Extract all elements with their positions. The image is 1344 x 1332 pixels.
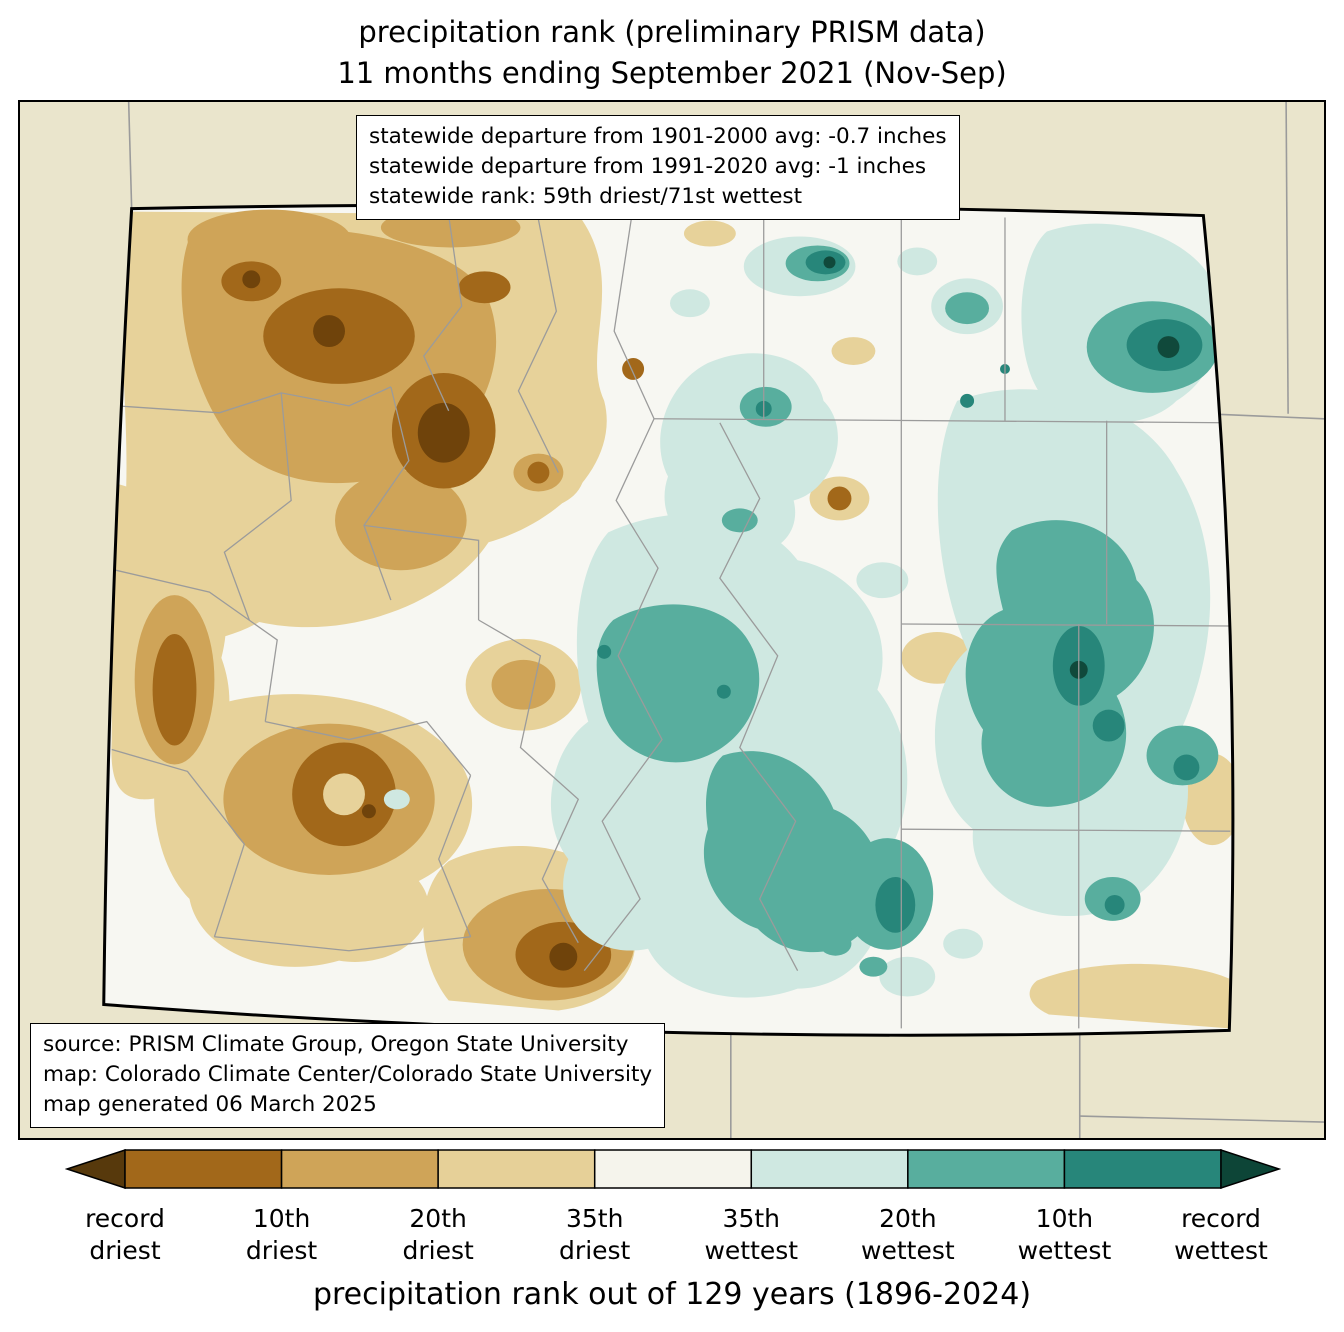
colorado-precipitation-map: [20, 102, 1324, 1139]
stats-line-1: statewide departure from 1901-2000 avg: …: [369, 124, 947, 150]
colorbar-segment-3: [593, 1149, 753, 1190]
colorbar-caption: precipitation rank out of 129 years (189…: [312, 1277, 1032, 1313]
colorbar-segment-6: [1063, 1149, 1222, 1190]
colorbar-label-2: 20th driest: [402, 1204, 474, 1265]
colorbar-segment-0: [124, 1149, 283, 1190]
title-line-2: 11 months ending September 2021 (Nov-Sep…: [337, 56, 1007, 91]
title-line-1: precipitation rank (preliminary PRISM da…: [358, 15, 986, 49]
colorbar-label-7: record wettest: [1174, 1204, 1268, 1265]
colorbar-segment-4: [750, 1149, 909, 1190]
map-figure: statewide departure from 1901-2000 avg: …: [18, 100, 1326, 1141]
colorbar-svg: [65, 1149, 1281, 1190]
stats-line-3: statewide rank: 59th driest/71st wettest: [369, 183, 803, 209]
stats-box: statewide departure from 1901-2000 avg: …: [356, 115, 960, 221]
colorbar-segment-1: [280, 1149, 439, 1190]
colorbar: [65, 1149, 1281, 1190]
source-box: source: PRISM Climate Group, Oregon Stat…: [30, 1023, 666, 1129]
colorbar-arrow-right: [1220, 1149, 1281, 1190]
page-title: precipitation rank (preliminary PRISM da…: [0, 0, 1344, 94]
colorbar-label-0: record driest: [85, 1204, 165, 1265]
colorbar-label-6: 10th wettest: [1017, 1204, 1112, 1265]
colorbar-segment-5: [907, 1149, 1066, 1190]
dry-anomaly-record: [242, 270, 578, 971]
colorbar-label-4: 35th wettest: [704, 1204, 799, 1265]
county-boundaries: [111, 213, 1232, 1029]
dry-ring-center: [323, 773, 365, 816]
colorbar-label-5: 20th wettest: [861, 1204, 955, 1265]
source-line-2: map: Colorado Climate Center/Colorado St…: [43, 1062, 653, 1088]
source-line-3: map generated 06 March 2025: [43, 1091, 377, 1117]
stats-line-2: statewide departure from 1991-2020 avg: …: [369, 154, 927, 179]
colorbar-arrow-left: [65, 1149, 126, 1190]
colorbar-labels: record driest 10th driest 20th driest 35th …: [65, 1203, 1281, 1267]
colorbar-segment-2: [437, 1149, 596, 1190]
source-line-1: source: PRISM Climate Group, Oregon Stat…: [43, 1032, 629, 1058]
colorbar-label-1: 10th driest: [245, 1204, 318, 1265]
colorbar-label-3: 35th driest: [559, 1204, 631, 1265]
precipitation-anomaly-layer: [111, 207, 1233, 1029]
